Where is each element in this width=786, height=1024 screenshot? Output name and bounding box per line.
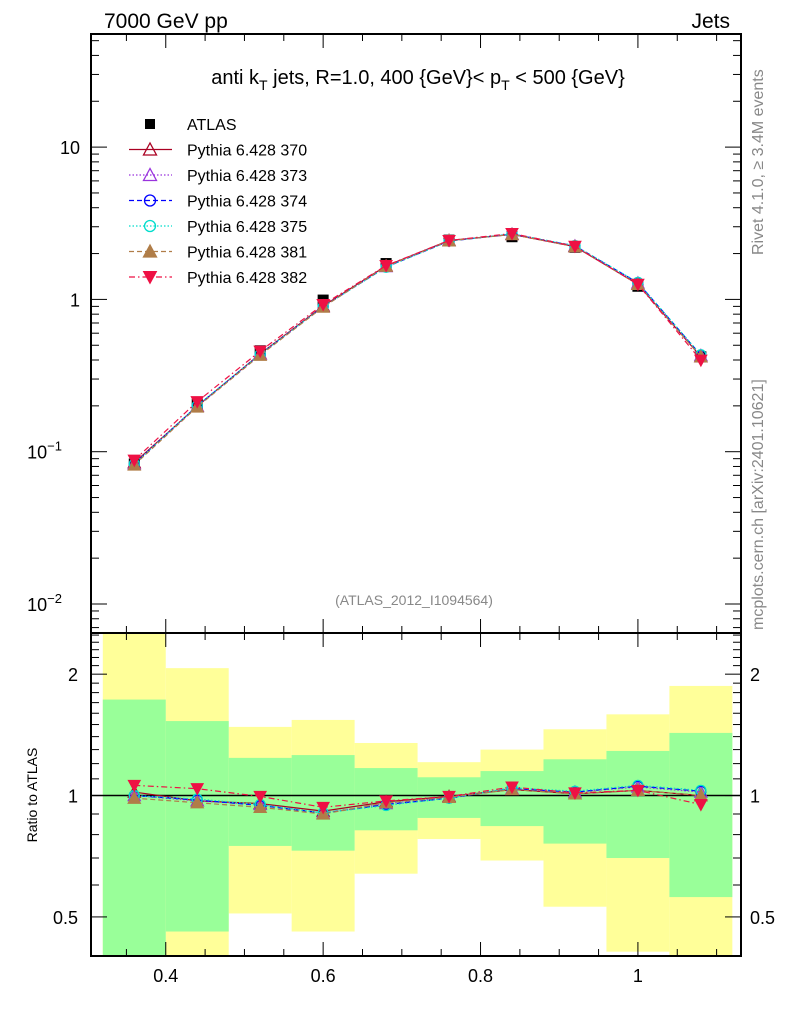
legend-marker-icon	[142, 271, 158, 285]
mc-main-point	[694, 354, 708, 368]
legend-item: Pythia 6.428 373	[129, 167, 307, 185]
legend-item: ATLAS	[145, 117, 237, 134]
mc-main-point	[253, 345, 268, 359]
mc-main-point	[631, 278, 645, 292]
legend-label: Pythia 6.428 375	[187, 219, 307, 236]
green-uncertainty-band	[543, 759, 607, 844]
mc-main-point	[505, 227, 519, 241]
legend-label: Pythia 6.428 373	[187, 168, 307, 185]
legend-item: Pythia 6.428 374	[129, 194, 307, 211]
legend-marker-icon	[142, 167, 158, 182]
legend: ATLAS Pythia 6.428 370 Pythia 6.428 373 Pyt…	[129, 117, 307, 287]
mc-ratio-point	[253, 790, 268, 804]
mc-main-point	[127, 454, 142, 468]
legend-item: Pythia 6.428 375	[129, 219, 307, 236]
ratio-y-tick-label-right: 0.5	[750, 908, 775, 928]
ratio-frame	[90, 632, 742, 957]
header-left: 7000 GeV pp	[104, 10, 228, 33]
mc-ratio-point	[316, 801, 330, 815]
y-tick-label: 10−1	[27, 439, 62, 463]
mc-main-line	[133, 233, 702, 465]
mc-main-point	[316, 299, 330, 312]
ratio-ylabel: Ratio to ATLAS	[24, 748, 40, 843]
mc-ratio-point	[253, 799, 268, 813]
green-uncertainty-band	[480, 771, 544, 827]
legend-marker-icon	[143, 194, 157, 207]
mc-ratio-line	[134, 786, 701, 814]
green-uncertainty-band	[165, 721, 229, 932]
green-uncertainty-band	[606, 750, 670, 859]
plot-title: anti kT jets, R=1.0, 400 {GeV}< pT < 500…	[211, 67, 625, 93]
mc-ratio-point	[694, 799, 708, 812]
mc-main-line	[133, 233, 702, 464]
header-right: Jets	[691, 10, 730, 33]
legend-item: Pythia 6.428 381	[129, 243, 307, 262]
x-tick-label: 1	[633, 966, 643, 986]
x-tick-label: 0.8	[468, 966, 493, 986]
legend-label: ATLAS	[187, 117, 237, 134]
mc-main-line	[133, 233, 702, 465]
mc-ratio-point	[127, 779, 142, 793]
green-uncertainty-band	[669, 732, 733, 898]
legend-marker-icon	[143, 219, 157, 233]
y-tick-label: 10	[60, 138, 80, 158]
y-tick-label: 10−2	[27, 591, 62, 615]
ratio-y-tick-label-right: 1	[750, 787, 760, 807]
mc-ratio-point	[190, 795, 205, 809]
mc-ratio-line	[134, 784, 701, 808]
mc-ratio-point	[190, 783, 205, 796]
mc-series-5	[127, 227, 708, 815]
ratio-y-tick-label-right: 2	[750, 665, 760, 685]
legend-marker-icon	[145, 119, 155, 129]
mc-main-line	[133, 233, 702, 465]
mc-ratio-point	[568, 787, 582, 800]
mc-main-line	[133, 232, 702, 461]
mc-ratio-point	[127, 790, 142, 804]
mc-main-point	[568, 240, 582, 254]
y-tick-label: 1	[70, 290, 80, 310]
mc-main-point	[190, 396, 205, 409]
legend-marker-icon	[142, 243, 158, 258]
rivet-label: Rivet 4.1.0, ≥ 3.4M events	[750, 69, 767, 255]
ratio-y-tick-label: 0.5	[53, 908, 78, 928]
mc-ratio-line	[134, 784, 701, 814]
ratio-y-tick-label: 2	[68, 665, 78, 685]
x-tick-label: 0.6	[311, 966, 336, 986]
legend-item: Pythia 6.428 370	[129, 141, 307, 160]
mc-main-point	[379, 260, 393, 273]
analysis-id: (ATLAS_2012_I1094564)	[335, 592, 493, 608]
mc-main-point	[442, 234, 456, 248]
mc-ratio-point	[505, 781, 519, 795]
legend-label: Pythia 6.428 374	[187, 194, 307, 211]
reference-series	[128, 231, 707, 470]
legend-label: Pythia 6.428 381	[187, 245, 307, 262]
mcplots-label: mcplots.cern.ch [arXiv:2401.10621]	[750, 379, 767, 630]
legend-label: Pythia 6.428 382	[187, 270, 307, 287]
ratio-y-tick-label: 1	[68, 787, 78, 807]
mc-ratio-point	[442, 790, 456, 804]
x-tick-label: 0.4	[153, 966, 178, 986]
legend-marker-icon	[142, 141, 158, 156]
green-uncertainty-band	[102, 699, 166, 956]
mc-ratio-point	[631, 784, 645, 798]
legend-item: Pythia 6.428 382	[129, 270, 307, 287]
legend-label: Pythia 6.428 370	[187, 143, 307, 160]
mc-ratio-point	[379, 795, 393, 808]
